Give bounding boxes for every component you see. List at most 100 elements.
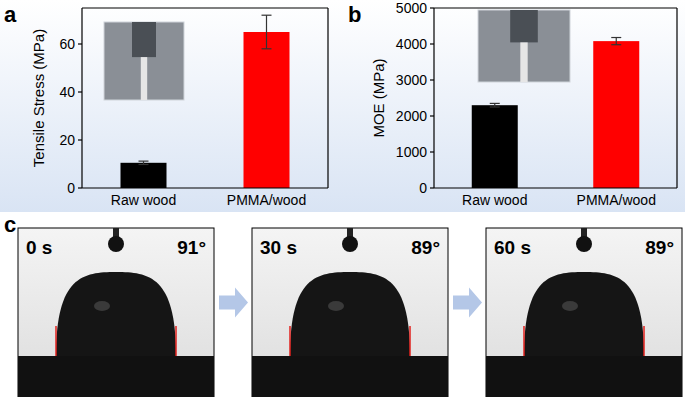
error-bar	[139, 161, 149, 164]
x-axis	[82, 187, 328, 188]
bars	[472, 38, 640, 188]
tangent-line	[409, 326, 411, 356]
y-tick	[78, 139, 82, 140]
inset-detail	[510, 10, 538, 42]
substrate	[486, 356, 682, 397]
inset-detail	[141, 57, 147, 100]
error-bar	[490, 103, 500, 107]
time-label: 60 s	[494, 237, 531, 258]
y-axis	[433, 8, 434, 188]
y-axis-label: Tensile Stress (MPa)	[30, 29, 47, 167]
error-cap	[139, 164, 149, 165]
droplet	[56, 272, 176, 356]
angle-label: 89°	[411, 237, 440, 258]
background	[0, 0, 685, 212]
error-stem	[266, 15, 267, 49]
x-tick-label: PMMA/wood	[577, 192, 656, 208]
inset-detail	[132, 22, 156, 57]
frame	[676, 8, 677, 188]
y-tick-label: 0	[419, 180, 427, 196]
droplet-highlight	[94, 301, 110, 311]
angle-label: 89°	[645, 237, 674, 258]
y-tick-label: 20	[59, 132, 75, 148]
inset-detail	[520, 42, 527, 82]
y-tick-label: 4000	[396, 36, 427, 52]
panel-label: b	[348, 2, 361, 27]
time-label: 0 s	[26, 237, 52, 258]
x-tick-label: PMMA/wood	[227, 192, 306, 208]
tangent-line	[523, 326, 525, 356]
y-tick	[430, 79, 434, 80]
image-frame	[486, 228, 682, 397]
substrate	[252, 356, 448, 397]
y-tick	[430, 151, 434, 152]
panel-label: c	[4, 212, 16, 237]
error-cap	[611, 37, 621, 38]
bar	[121, 163, 167, 188]
x-tick-label: Raw wood	[462, 192, 527, 208]
droplet-highlight	[562, 301, 578, 311]
y-tick-label: 1000	[396, 144, 427, 160]
error-cap	[262, 48, 272, 49]
y-tick	[430, 7, 434, 8]
error-cap	[262, 15, 272, 16]
tangent-line	[643, 326, 645, 356]
y-axis	[81, 8, 82, 188]
y-axis-label: MOE (MPa)	[370, 58, 387, 137]
error-bar	[611, 38, 621, 45]
y-tick	[78, 187, 82, 188]
bars	[121, 15, 290, 188]
frame	[434, 7, 677, 8]
tangent-line	[55, 326, 57, 356]
tangent-line	[175, 326, 177, 356]
droplet	[290, 272, 410, 356]
x-tick-label: Raw wood	[111, 192, 176, 208]
image-frame	[252, 228, 448, 397]
needle-drop	[342, 236, 358, 252]
needle-drop	[108, 236, 124, 252]
droplet-image: 60 s 89°	[486, 228, 682, 397]
tangent-line	[289, 326, 291, 356]
angle-label: 91°	[177, 237, 206, 258]
frame	[82, 7, 328, 8]
droplet-image: 30 s 89°	[252, 228, 448, 397]
y-tick-label: 3000	[396, 72, 427, 88]
y-tick	[430, 187, 434, 188]
y-tick-label: 40	[59, 84, 75, 100]
contact-angle-panel: c 0 s 91° 30 s 89° 60 s 89°	[4, 212, 682, 397]
droplet	[524, 272, 644, 356]
bar	[244, 32, 290, 188]
y-tick-label: 2000	[396, 108, 427, 124]
needle-drop	[576, 236, 592, 252]
error-cap	[490, 103, 500, 104]
x-axis	[434, 187, 677, 188]
figure: a 0 20 40 60 Raw wood PMMA/wood Tensile Stress …	[0, 0, 685, 397]
droplet-image: 0 s 91°	[18, 228, 214, 397]
y-tick	[430, 115, 434, 116]
y-tick	[78, 43, 82, 44]
frame	[327, 8, 328, 188]
inset-photo	[104, 22, 184, 100]
image-frame	[18, 228, 214, 397]
bar	[593, 41, 639, 188]
arrow	[219, 288, 248, 318]
y-tick-label: 60	[59, 36, 75, 52]
error-cap	[139, 161, 149, 162]
y-tick	[430, 43, 434, 44]
panel-label: a	[4, 2, 17, 27]
arrow	[453, 288, 482, 318]
droplet-highlight	[328, 301, 344, 311]
y-tick	[78, 91, 82, 92]
y-tick-label: 0	[67, 180, 75, 196]
error-cap	[490, 106, 500, 107]
substrate	[18, 356, 214, 397]
chart: b 0 1000 2000 3000 4000 5000 Raw wood PMMA/wood M…	[348, 0, 677, 208]
error-stem	[616, 38, 617, 45]
inset-photo	[478, 10, 570, 82]
error-bar	[262, 15, 272, 49]
error-cap	[611, 44, 621, 45]
time-label: 30 s	[260, 237, 297, 258]
chart: a 0 20 40 60 Raw wood PMMA/wood Tensile Stress …	[4, 2, 328, 208]
bar	[472, 105, 518, 188]
y-tick-label: 5000	[396, 0, 427, 16]
